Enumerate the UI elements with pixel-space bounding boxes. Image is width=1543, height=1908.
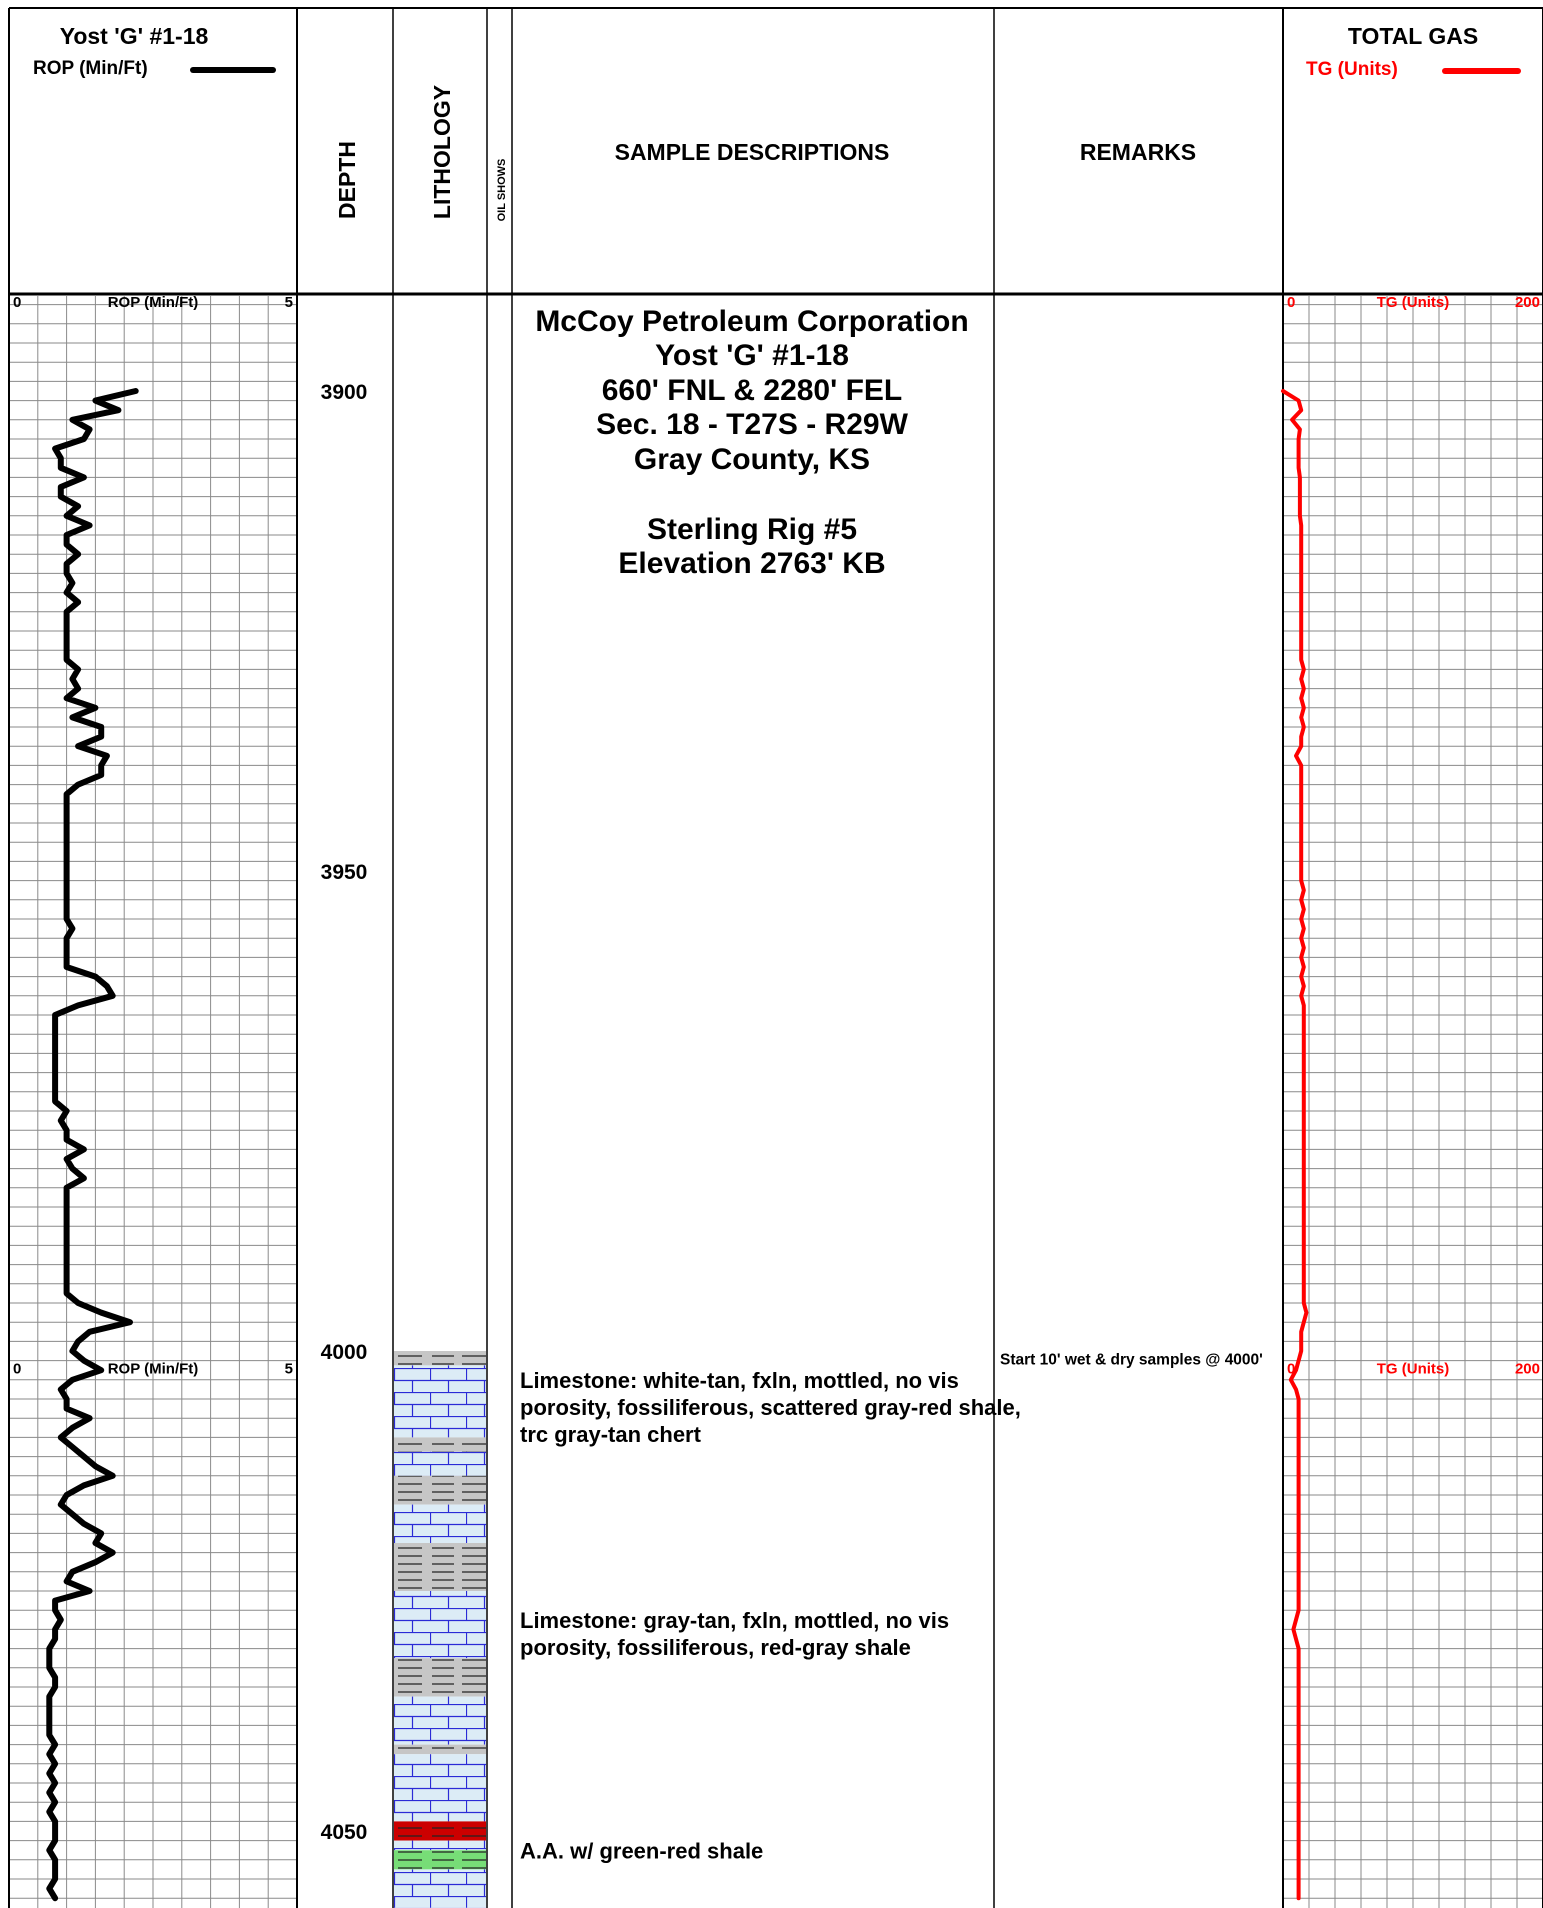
rop-legend-label: ROP (Min/Ft) xyxy=(33,58,148,79)
lithology-bed-limestone xyxy=(394,1591,486,1659)
well-info-block: McCoy Petroleum Corporation Yost 'G' #1-… xyxy=(535,305,968,580)
sample-description-line: porosity, fossiliferous, red-gray shale xyxy=(520,1635,911,1660)
rop-grid xyxy=(9,296,297,1908)
depth-label: 3950 xyxy=(321,861,368,884)
oil-shows-header: OIL SHOWS xyxy=(496,159,508,222)
rop-scale-max: 5 xyxy=(285,1361,293,1378)
lithology-bed-limestone xyxy=(394,1754,486,1822)
sample-description-line: trc gray-tan chert xyxy=(520,1422,702,1447)
lithology-bed-limestone xyxy=(394,1696,486,1745)
well-county: Gray County, KS xyxy=(634,443,870,476)
lithology-bed-limestone xyxy=(394,1451,486,1476)
well-title: Yost 'G' #1-18 xyxy=(655,339,849,372)
total-gas-header: TOTAL GAS xyxy=(1348,23,1478,49)
tg-scale-max: 200 xyxy=(1515,1361,1540,1378)
tg-scale-label: TG (Units) xyxy=(1377,294,1450,311)
sample-description: A.A. w/ green-red shale xyxy=(520,1839,763,1864)
sample-description-line: Limestone: white-tan, fxln, mottled, no … xyxy=(520,1368,959,1393)
tg-legend-label: TG (Units) xyxy=(1306,59,1398,80)
depth-header: DEPTH xyxy=(334,141,360,219)
depth-label: 3900 xyxy=(321,381,368,404)
tg-scale-label: TG (Units) xyxy=(1377,1361,1450,1378)
tg-scale-min: 0 xyxy=(1287,1361,1295,1378)
well-location: 660' FNL & 2280' FEL xyxy=(602,374,903,407)
well-name-header: Yost 'G' #1-18 xyxy=(60,23,209,49)
track-scale-row: 0 ROP (Min/Ft) 5 0 TG (Units) 200 xyxy=(13,294,1540,311)
well-elevation: Elevation 2763' KB xyxy=(618,547,885,580)
rop-scale-label: ROP (Min/Ft) xyxy=(108,1361,199,1378)
lithology-bed-limestone xyxy=(394,1869,486,1908)
lithology-bed-red-shale xyxy=(394,1821,486,1841)
rop-scale-min: 0 xyxy=(13,1361,21,1378)
rop-curve xyxy=(46,388,139,1902)
remark-text: Start 10' wet & dry samples @ 4000' xyxy=(1000,1352,1263,1369)
lithology-bed-limestone xyxy=(394,1365,486,1438)
track-scale-row: 0 ROP (Min/Ft) 5 0 TG (Units) 200 xyxy=(13,1361,1540,1378)
sample-descriptions-header: SAMPLE DESCRIPTIONS xyxy=(615,139,890,165)
well-section: Sec. 18 - T27S - R29W xyxy=(596,408,908,441)
lithology-bed-limestone xyxy=(394,1840,486,1851)
rop-scale-label: ROP (Min/Ft) xyxy=(108,294,199,311)
tg-scale-min: 0 xyxy=(1287,294,1295,311)
depth-label: 4050 xyxy=(321,1821,368,1844)
operator-name: McCoy Petroleum Corporation xyxy=(535,305,968,338)
sample-description: Limestone: white-tan, fxln, mottled, no … xyxy=(520,1368,1021,1447)
remarks-header: REMARKS xyxy=(1080,139,1196,165)
tg-scale-max: 200 xyxy=(1515,294,1540,311)
tg-curve xyxy=(1281,389,1309,1901)
lithology-bed-shale xyxy=(394,1658,486,1697)
rop-scale-max: 5 xyxy=(285,294,293,311)
lithology-bed-green-shale xyxy=(394,1850,486,1870)
lithology-bed-shale xyxy=(394,1437,486,1452)
depth-label: 4000 xyxy=(321,1341,368,1364)
sample-description-line: A.A. w/ green-red shale xyxy=(520,1839,763,1864)
lithology-bed-shale xyxy=(394,1475,486,1505)
tg-grid xyxy=(1283,296,1543,1908)
rig-name: Sterling Rig #5 xyxy=(647,513,857,546)
lithology-bed-shale xyxy=(394,1543,486,1591)
column-borders xyxy=(8,7,1543,1908)
lithology-bed-limestone xyxy=(394,1504,486,1543)
sample-description-line: porosity, fossiliferous, scattered gray-… xyxy=(520,1395,1021,1420)
lithology-track xyxy=(394,1351,486,1908)
lithology-bed-shale xyxy=(394,1744,486,1755)
lithology-header: LITHOLOGY xyxy=(429,85,455,219)
sample-description: Limestone: gray-tan, fxln, mottled, no v… xyxy=(520,1608,949,1660)
sample-description-line: Limestone: gray-tan, fxln, mottled, no v… xyxy=(520,1608,949,1633)
rop-scale-min: 0 xyxy=(13,294,21,311)
lithology-bed-shale xyxy=(394,1351,486,1366)
